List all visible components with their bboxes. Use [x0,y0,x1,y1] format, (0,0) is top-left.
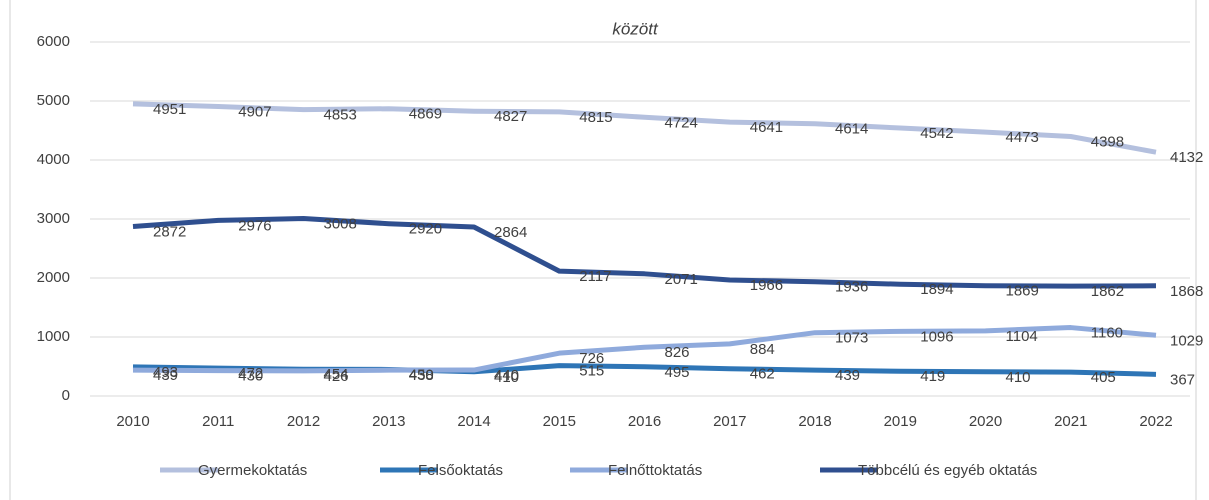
data-label: 4614 [835,121,868,138]
data-label: 826 [665,344,690,361]
data-label: 430 [238,368,263,385]
legend-label: Többcélú és egyéb oktatás [858,462,1037,479]
data-label: 367 [1170,371,1195,388]
data-label: 405 [1091,369,1116,386]
x-tick-label: 2015 [543,413,576,430]
data-label: 1862 [1091,283,1124,300]
chart-title: között [612,19,659,38]
data-label: 438 [409,367,434,384]
data-label: 4724 [665,114,698,131]
series-line [132,101,1157,155]
data-label: 4473 [1006,129,1039,146]
data-label: 1160 [1091,325,1123,342]
x-tick-label: 2017 [713,413,746,430]
y-tick-label: 4000 [37,151,70,168]
data-label: 4132 [1170,149,1203,166]
x-tick-label: 2018 [798,413,831,430]
data-label: 884 [750,341,775,358]
y-tick-label: 5000 [37,92,70,109]
x-tick-label: 2014 [457,413,490,430]
data-label: 410 [494,369,519,386]
data-label: 419 [920,368,945,385]
data-label: 1868 [1170,283,1203,300]
data-label: 4853 [324,107,357,124]
chart-frame [9,0,1197,500]
legend-label: Felnőttoktatás [608,462,702,479]
y-tick-label: 6000 [37,33,70,50]
x-tick-label: 2021 [1054,413,1087,430]
data-label: 1869 [1006,283,1039,300]
data-label: 1894 [920,281,953,298]
data-label: 726 [579,350,604,367]
legend-label: Felsőoktatás [418,462,503,479]
data-label: 462 [750,366,775,383]
data-label: 4398 [1091,133,1124,150]
y-tick-label: 2000 [37,269,70,286]
data-label: 2976 [238,217,271,234]
series-line [132,325,1157,374]
x-tick-label: 2011 [202,413,234,430]
x-tick-label: 2013 [372,413,405,430]
data-label: 1096 [920,328,953,345]
series-line [132,216,1157,289]
data-label: 439 [153,367,178,384]
data-label: 472 [238,365,263,382]
legend-label: Gyermekoktatás [198,462,307,479]
data-label: 1029 [1170,332,1203,349]
y-tick-label: 0 [62,387,70,404]
data-label: 2864 [494,224,527,241]
data-label: 4815 [579,109,612,126]
data-label: 493 [153,364,178,381]
data-label: 4869 [409,106,442,123]
data-label: 4907 [238,103,271,120]
data-label: 3008 [324,215,357,232]
data-label: 2071 [665,271,698,288]
data-label: 4641 [750,119,783,136]
x-tick-label: 2022 [1139,413,1172,430]
data-label: 1104 [1006,328,1038,345]
x-tick-label: 2019 [884,413,917,430]
data-label: 439 [835,367,860,384]
data-label: 4951 [153,101,186,118]
data-label: 1936 [835,279,868,296]
data-label: 450 [409,366,434,383]
x-tick-label: 2012 [287,413,320,430]
data-label: 4542 [920,125,953,142]
y-tick-label: 1000 [37,328,70,345]
x-tick-label: 2016 [628,413,661,430]
data-label: 495 [665,364,690,381]
data-label: 515 [579,363,604,380]
data-label: 426 [324,368,349,385]
data-label: 1073 [835,330,868,347]
data-label: 410 [1006,369,1031,386]
data-label: 1966 [750,277,783,294]
data-label: 440 [494,367,519,384]
y-tick-label: 3000 [37,210,70,227]
data-label: 4827 [494,108,527,125]
data-label: 2920 [409,221,442,238]
data-label: 2872 [153,224,186,241]
x-tick-label: 2010 [116,413,149,430]
x-tick-label: 2020 [969,413,1002,430]
data-label: 454 [324,366,349,383]
data-label: 2117 [579,268,611,285]
